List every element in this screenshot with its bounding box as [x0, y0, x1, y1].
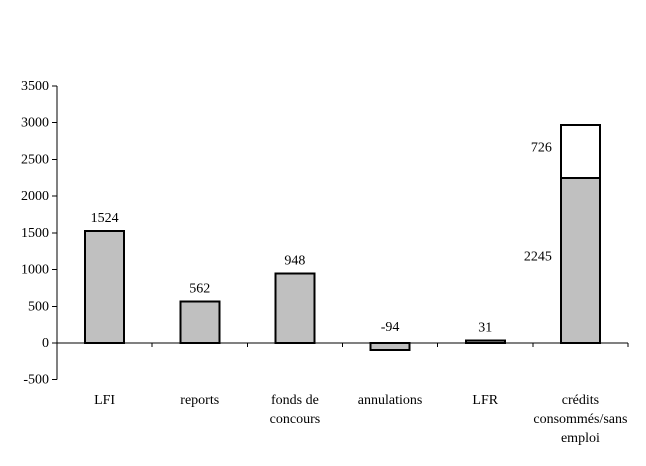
bar-segment	[179, 300, 221, 345]
bar-segment	[559, 123, 601, 180]
bar-value-label: 726	[531, 140, 552, 155]
category-label-line: consommés/sans	[533, 412, 627, 427]
y-tick-label: -500	[23, 373, 49, 388]
bar-value-label: 948	[284, 253, 305, 268]
y-tick-label: 2500	[21, 152, 49, 167]
y-tick-label: 1000	[21, 263, 49, 278]
y-tick-label: 1500	[21, 226, 49, 241]
bar-segment	[559, 177, 601, 344]
bar-value-label: 562	[189, 282, 210, 297]
category-label-line: fonds de	[271, 393, 319, 408]
bar-value-label: 2245	[524, 250, 552, 265]
bar-value-label: 31	[478, 321, 492, 336]
category-label-line: LFI	[94, 393, 115, 408]
y-tick-label: 2000	[21, 189, 49, 204]
y-tick-label: 3000	[21, 116, 49, 131]
bar-value-label: 1524	[91, 211, 119, 226]
y-tick-label: 3500	[21, 79, 49, 94]
bar-value-label: -94	[381, 320, 400, 335]
category-label-line: concours	[270, 412, 321, 427]
category-label-line: emploi	[561, 431, 600, 446]
bar-segment	[274, 272, 316, 344]
category-label-line: annulations	[358, 393, 423, 408]
category-label-line: reports	[180, 393, 219, 408]
bar-segment	[84, 230, 126, 345]
bar-segment	[369, 342, 411, 351]
category-label-line: LFR	[472, 393, 498, 408]
y-tick-label: 500	[28, 299, 49, 314]
y-tick-label: 0	[42, 336, 49, 351]
category-label-line: crédits	[562, 393, 599, 408]
